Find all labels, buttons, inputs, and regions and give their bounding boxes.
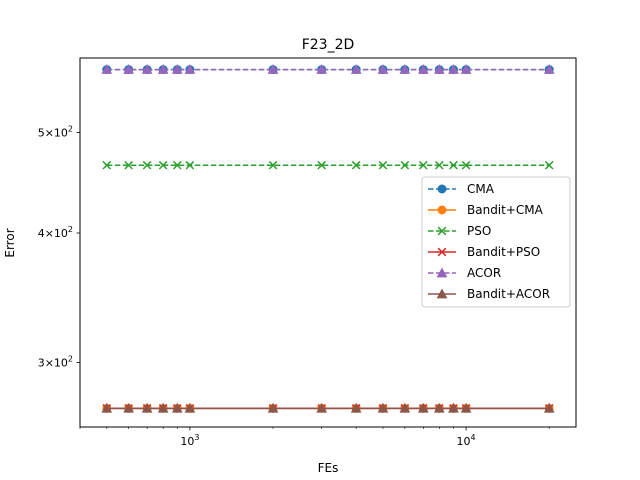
x-axis-label: FEs xyxy=(318,461,339,475)
legend-label: Bandit+PSO xyxy=(467,245,540,259)
y-tick-label: 3×102 xyxy=(38,355,73,370)
plot-area xyxy=(101,64,555,413)
y-tick-label: 4×102 xyxy=(38,225,73,240)
data-point xyxy=(123,402,134,413)
data-point xyxy=(399,64,411,74)
data-point xyxy=(142,160,152,170)
data-point xyxy=(172,160,182,170)
legend-item: PSO xyxy=(428,224,491,238)
data-point xyxy=(316,64,328,74)
data-point xyxy=(350,402,362,413)
data-point xyxy=(351,160,361,170)
legend-marker xyxy=(437,226,447,236)
legend-marker xyxy=(437,205,447,215)
x-tick-label: 104 xyxy=(457,433,476,448)
data-point xyxy=(316,402,328,413)
legend-marker xyxy=(437,184,447,194)
data-point xyxy=(460,402,472,413)
legend-item: CMA xyxy=(428,182,495,196)
data-point xyxy=(141,402,153,413)
data-point xyxy=(350,64,362,74)
legend-label: ACOR xyxy=(467,266,501,280)
data-point xyxy=(267,64,279,74)
data-point xyxy=(124,160,133,170)
data-point xyxy=(377,64,389,74)
y-axis: 3×102 4×102 5×102 xyxy=(38,125,80,370)
legend-label: CMA xyxy=(467,182,495,196)
data-point xyxy=(101,402,113,413)
data-point xyxy=(185,160,195,170)
series-2 xyxy=(102,160,554,170)
data-point xyxy=(449,160,458,170)
data-point xyxy=(157,64,169,74)
y-tick-label: 5×102 xyxy=(38,125,73,140)
x-axis: 103 104 xyxy=(79,427,550,448)
data-point xyxy=(417,402,429,413)
legend-marker xyxy=(436,267,448,278)
legend-item: Bandit+ACOR xyxy=(428,287,550,301)
legend-marker xyxy=(436,288,448,299)
series-5 xyxy=(101,402,555,413)
data-point xyxy=(102,160,112,170)
data-point xyxy=(448,402,459,413)
legend-label: Bandit+ACOR xyxy=(467,287,550,301)
data-point xyxy=(434,160,444,170)
data-point xyxy=(268,160,278,170)
data-point xyxy=(123,64,134,74)
data-point xyxy=(101,64,113,74)
legend-label: PSO xyxy=(467,224,491,238)
data-point xyxy=(417,64,429,74)
data-point xyxy=(543,402,555,413)
chart-title: F23_2D xyxy=(302,37,355,53)
data-point xyxy=(543,64,555,74)
data-point xyxy=(400,160,410,170)
data-point xyxy=(461,160,471,170)
legend: CMA Bandit+CMA PSO Bandit+PSO ACOR Bandit+ACO… xyxy=(421,176,571,308)
x-tick-label: 103 xyxy=(180,433,199,448)
data-point xyxy=(433,64,445,74)
data-point xyxy=(317,160,327,170)
data-point xyxy=(544,160,554,170)
legend-item: Bandit+CMA xyxy=(428,203,544,217)
plot-frame xyxy=(79,57,577,428)
legend-label: Bandit+CMA xyxy=(467,203,544,217)
data-point xyxy=(184,64,196,74)
data-point xyxy=(433,402,445,413)
data-point xyxy=(141,64,153,74)
data-point xyxy=(399,402,411,413)
data-point xyxy=(418,160,428,170)
data-point xyxy=(377,402,389,413)
data-point xyxy=(460,64,472,74)
data-point xyxy=(448,64,459,74)
series-4 xyxy=(101,64,555,74)
data-point xyxy=(171,64,183,74)
y-axis-label: Error xyxy=(3,228,17,257)
data-point xyxy=(171,402,183,413)
data-point xyxy=(378,160,388,170)
legend-item: Bandit+PSO xyxy=(428,245,540,259)
legend-box xyxy=(421,176,571,308)
data-point xyxy=(157,402,169,413)
legend-item: ACOR xyxy=(428,266,501,280)
data-point xyxy=(184,402,196,413)
data-point xyxy=(267,402,279,413)
legend-marker xyxy=(437,247,447,257)
data-point xyxy=(158,160,168,170)
